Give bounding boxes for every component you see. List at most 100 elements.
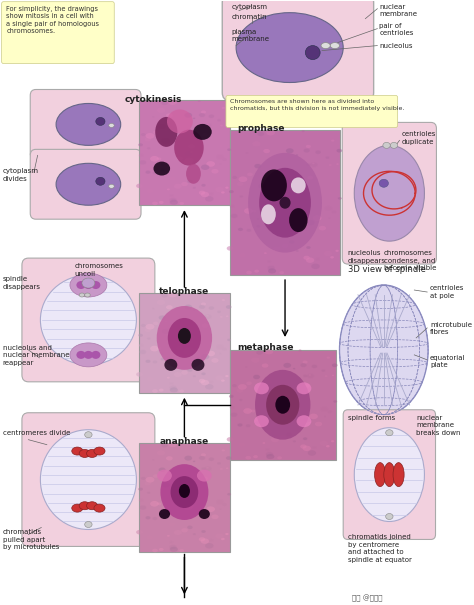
Ellipse shape bbox=[312, 446, 316, 449]
Ellipse shape bbox=[169, 198, 177, 203]
Ellipse shape bbox=[354, 428, 424, 522]
Ellipse shape bbox=[374, 463, 386, 486]
Ellipse shape bbox=[255, 421, 259, 424]
Ellipse shape bbox=[79, 502, 90, 510]
Ellipse shape bbox=[146, 516, 151, 520]
Ellipse shape bbox=[289, 208, 308, 232]
Ellipse shape bbox=[221, 191, 225, 194]
Ellipse shape bbox=[268, 269, 276, 273]
Ellipse shape bbox=[198, 100, 201, 102]
Ellipse shape bbox=[170, 194, 173, 197]
Text: 知乎 @李春蕾: 知乎 @李春蕾 bbox=[352, 594, 382, 602]
Ellipse shape bbox=[185, 503, 194, 508]
Ellipse shape bbox=[164, 359, 177, 371]
Ellipse shape bbox=[259, 168, 311, 238]
Ellipse shape bbox=[159, 548, 164, 551]
Ellipse shape bbox=[321, 369, 325, 372]
Ellipse shape bbox=[96, 117, 105, 125]
Ellipse shape bbox=[266, 454, 274, 459]
Ellipse shape bbox=[181, 528, 188, 532]
Ellipse shape bbox=[332, 374, 334, 376]
Ellipse shape bbox=[185, 342, 191, 346]
Ellipse shape bbox=[157, 505, 159, 506]
Ellipse shape bbox=[181, 182, 188, 186]
Ellipse shape bbox=[201, 354, 210, 359]
Ellipse shape bbox=[313, 215, 321, 221]
Ellipse shape bbox=[171, 549, 176, 552]
Ellipse shape bbox=[152, 459, 155, 460]
Ellipse shape bbox=[304, 384, 310, 388]
Ellipse shape bbox=[199, 509, 210, 519]
Ellipse shape bbox=[167, 110, 193, 133]
Ellipse shape bbox=[168, 320, 175, 325]
Ellipse shape bbox=[138, 488, 143, 491]
Ellipse shape bbox=[155, 117, 177, 147]
Ellipse shape bbox=[286, 202, 293, 206]
Ellipse shape bbox=[265, 429, 272, 434]
Ellipse shape bbox=[302, 446, 311, 451]
Ellipse shape bbox=[153, 474, 159, 478]
Ellipse shape bbox=[153, 517, 157, 520]
Ellipse shape bbox=[184, 456, 192, 460]
Ellipse shape bbox=[209, 381, 213, 383]
Ellipse shape bbox=[152, 389, 158, 393]
Ellipse shape bbox=[205, 196, 213, 201]
Ellipse shape bbox=[193, 375, 196, 377]
Ellipse shape bbox=[243, 408, 252, 414]
Ellipse shape bbox=[183, 348, 192, 355]
Ellipse shape bbox=[253, 374, 260, 379]
Ellipse shape bbox=[303, 148, 310, 152]
Ellipse shape bbox=[301, 130, 305, 132]
Text: prophase: prophase bbox=[237, 125, 284, 134]
Ellipse shape bbox=[291, 192, 297, 196]
Ellipse shape bbox=[156, 502, 161, 506]
Bar bbox=[139, 443, 229, 552]
Ellipse shape bbox=[328, 218, 330, 219]
Ellipse shape bbox=[167, 535, 170, 537]
Ellipse shape bbox=[276, 208, 283, 212]
Ellipse shape bbox=[247, 172, 253, 176]
Ellipse shape bbox=[162, 329, 170, 334]
Ellipse shape bbox=[238, 384, 247, 390]
Ellipse shape bbox=[150, 501, 159, 506]
Ellipse shape bbox=[179, 489, 188, 495]
Ellipse shape bbox=[390, 142, 398, 148]
Ellipse shape bbox=[154, 162, 170, 175]
Ellipse shape bbox=[227, 339, 231, 341]
Ellipse shape bbox=[205, 384, 213, 390]
Text: spindle forms: spindle forms bbox=[348, 415, 395, 420]
Ellipse shape bbox=[151, 155, 157, 158]
Ellipse shape bbox=[330, 256, 334, 258]
Ellipse shape bbox=[303, 437, 307, 440]
Ellipse shape bbox=[307, 374, 314, 378]
Ellipse shape bbox=[302, 361, 308, 364]
Ellipse shape bbox=[286, 433, 292, 436]
Ellipse shape bbox=[170, 547, 178, 552]
Ellipse shape bbox=[153, 171, 157, 174]
Ellipse shape bbox=[324, 396, 328, 399]
Ellipse shape bbox=[85, 293, 90, 297]
Ellipse shape bbox=[206, 506, 215, 512]
Ellipse shape bbox=[157, 306, 212, 370]
Ellipse shape bbox=[76, 281, 86, 289]
Ellipse shape bbox=[186, 164, 201, 184]
Ellipse shape bbox=[337, 149, 342, 152]
Ellipse shape bbox=[40, 430, 137, 529]
Ellipse shape bbox=[324, 250, 332, 257]
Ellipse shape bbox=[225, 375, 228, 377]
Ellipse shape bbox=[273, 246, 281, 252]
Ellipse shape bbox=[291, 177, 306, 194]
Ellipse shape bbox=[161, 443, 168, 448]
Ellipse shape bbox=[187, 368, 193, 371]
Ellipse shape bbox=[296, 154, 298, 156]
Ellipse shape bbox=[141, 133, 146, 136]
Ellipse shape bbox=[206, 315, 209, 316]
Ellipse shape bbox=[237, 182, 244, 186]
Ellipse shape bbox=[215, 187, 224, 192]
Ellipse shape bbox=[285, 212, 294, 218]
Ellipse shape bbox=[140, 166, 144, 168]
Ellipse shape bbox=[261, 169, 287, 201]
Ellipse shape bbox=[153, 321, 159, 325]
Ellipse shape bbox=[85, 432, 92, 437]
Ellipse shape bbox=[232, 176, 237, 179]
